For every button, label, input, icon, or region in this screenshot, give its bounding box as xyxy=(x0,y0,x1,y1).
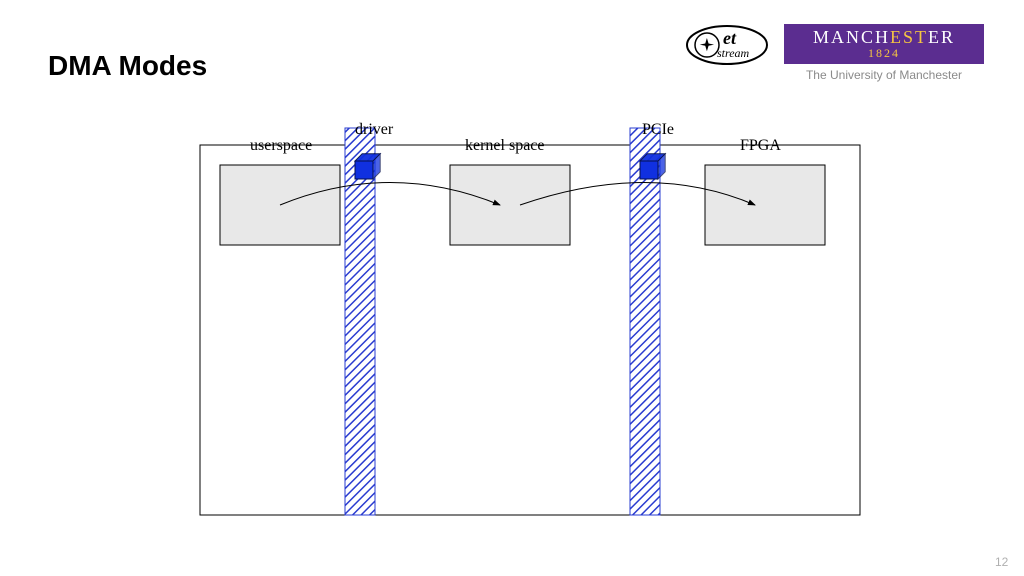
page-number: 12 xyxy=(995,555,1008,569)
cube-2 xyxy=(640,154,665,179)
manchester-line1-mid: EST xyxy=(890,27,928,47)
box-fpga xyxy=(705,165,825,245)
slide: DMA Modes et stream MANCHESTER 1824 The … xyxy=(0,0,1024,576)
box-kernel xyxy=(450,165,570,245)
manchester-line1-right: ER xyxy=(928,27,955,47)
label-userspace: userspace xyxy=(250,137,312,155)
manchester-logo: MANCHESTER 1824 xyxy=(784,24,984,64)
label-driver: driver xyxy=(355,121,393,139)
label-fpga: FPGA xyxy=(740,137,781,155)
jetstream-text-lower: stream xyxy=(717,46,750,60)
jetstream-text-upper: et xyxy=(723,28,737,48)
diagram: userspace driver kernel space PCIe FPGA xyxy=(200,115,860,515)
cube-1 xyxy=(355,154,380,179)
jetstream-logo: et stream xyxy=(685,24,769,66)
label-kernelspace: kernel space xyxy=(465,137,545,155)
label-pcie: PCIe xyxy=(642,121,674,139)
bar-pcie xyxy=(630,128,660,515)
manchester-year: 1824 xyxy=(868,46,900,61)
manchester-subtext: The University of Manchester xyxy=(784,68,984,82)
manchester-line1-left: MANCH xyxy=(813,27,890,47)
page-title: DMA Modes xyxy=(48,50,207,82)
